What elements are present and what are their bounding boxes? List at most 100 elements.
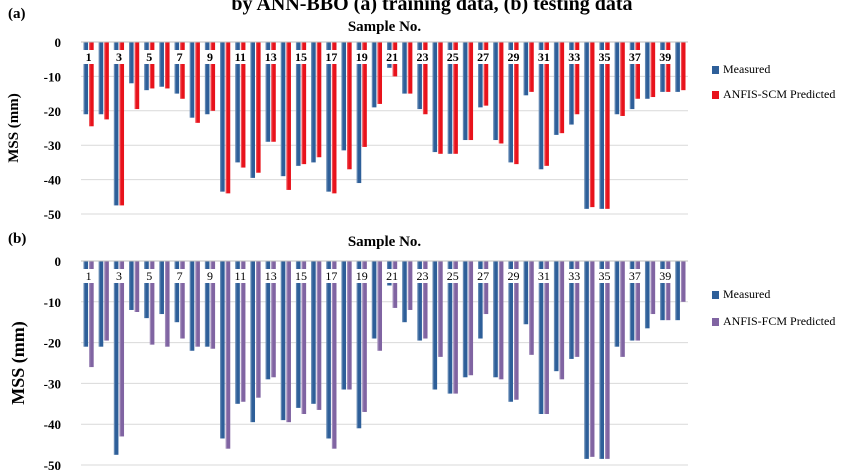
bar-highlight (569, 42, 571, 125)
bar-highlight (104, 261, 106, 341)
bar-highlight (680, 42, 683, 91)
bar-highlight (447, 261, 449, 394)
bar-predicted (362, 261, 367, 412)
x-tick-label: 9 (207, 269, 213, 283)
category-label-bg (565, 269, 584, 283)
bar-highlight (98, 42, 100, 115)
bar-predicted (574, 42, 580, 115)
bar-predicted (331, 42, 337, 194)
y-axis-label: MSS (mm) (8, 321, 29, 405)
bar-highlight (256, 261, 258, 398)
bar-predicted (89, 261, 94, 368)
bar-highlight (432, 42, 434, 153)
category-label-bg (140, 269, 159, 283)
bar-highlight (174, 261, 176, 323)
bar-highlight (589, 261, 592, 457)
bar-measured (569, 42, 574, 125)
category-label-bg (383, 269, 402, 283)
bar-predicted (119, 261, 125, 437)
bar-predicted (316, 42, 322, 158)
bar-highlight (584, 261, 586, 459)
bar-measured (462, 261, 468, 378)
bar-highlight (311, 261, 313, 404)
bar-highlight (462, 42, 465, 141)
x-tick-label: 37 (629, 269, 641, 283)
bar-highlight (134, 42, 136, 110)
bar-predicted (180, 261, 185, 339)
category-label-bg (595, 269, 614, 283)
bar-measured (553, 42, 559, 135)
category-label-bg (534, 269, 553, 283)
bar-highlight (589, 42, 592, 208)
x-tick-label: 27 (477, 50, 489, 64)
bar-highlight (362, 42, 364, 147)
y-tick-label: 0 (55, 254, 62, 269)
bar-predicted (347, 261, 352, 390)
bar-highlight (629, 261, 631, 341)
bar-predicted (620, 42, 625, 116)
bar-measured (204, 42, 210, 115)
bar-predicted (240, 42, 246, 168)
bar-predicted (271, 42, 276, 142)
bar-highlight (513, 261, 516, 400)
x-tick-label: 31 (538, 50, 550, 64)
bar-highlight (493, 42, 495, 141)
bar-highlight (553, 42, 556, 135)
category-label-bg (109, 269, 128, 283)
bar-predicted (650, 42, 656, 98)
bar-measured (220, 42, 225, 192)
bar-predicted (605, 261, 610, 459)
legend-swatch (712, 66, 719, 74)
bar-measured (326, 42, 331, 192)
bar-highlight (544, 261, 546, 414)
bar-measured (417, 261, 422, 341)
bar-highlight (402, 42, 404, 94)
category-label-bg (352, 269, 371, 283)
bar-measured (113, 261, 119, 455)
bar-highlight (529, 42, 531, 92)
x-tick-label: 29 (507, 269, 519, 283)
bar-highlight (250, 42, 252, 178)
bar-highlight (614, 42, 616, 115)
bar-measured (356, 261, 362, 429)
bar-predicted (589, 42, 595, 208)
category-label-bg (656, 50, 675, 64)
bar-measured (235, 261, 240, 404)
bar-highlight (614, 261, 616, 347)
bar-predicted (407, 42, 413, 94)
bar-highlight (159, 42, 161, 87)
bar-highlight (422, 261, 425, 339)
x-tick-label: 25 (447, 269, 459, 283)
category-label-bg (565, 50, 584, 64)
bar-predicted (164, 42, 170, 89)
bar-highlight (134, 261, 136, 312)
bar-measured (629, 42, 635, 110)
bar-measured (311, 261, 316, 404)
x-tick-label: 21 (386, 50, 398, 64)
bar-measured (584, 261, 589, 459)
bar-highlight (149, 42, 151, 89)
bar-measured (553, 261, 559, 372)
bar-highlight (644, 261, 647, 329)
panel-label: (a) (8, 6, 26, 22)
bar-measured (98, 261, 104, 347)
x-tick-label: 11 (235, 50, 246, 64)
bar-highlight (478, 42, 480, 108)
x-tick-label: 33 (568, 269, 580, 283)
bar-highlight (311, 42, 313, 163)
bar-predicted (347, 42, 352, 170)
x-tick-label: 11 (235, 269, 247, 283)
bar-highlight (498, 261, 501, 380)
category-label-bg (79, 269, 98, 283)
bar-predicted (210, 261, 216, 349)
chart-title: Sample No. (348, 19, 422, 35)
x-tick-label: 17 (325, 269, 337, 283)
bar-measured (493, 42, 498, 141)
x-tick-label: 23 (416, 50, 428, 64)
bar-predicted (256, 261, 261, 398)
category-label-bg (352, 50, 371, 64)
category-label-bg (443, 269, 462, 283)
x-tick-label: 1 (86, 50, 92, 64)
bar-highlight (119, 42, 121, 206)
